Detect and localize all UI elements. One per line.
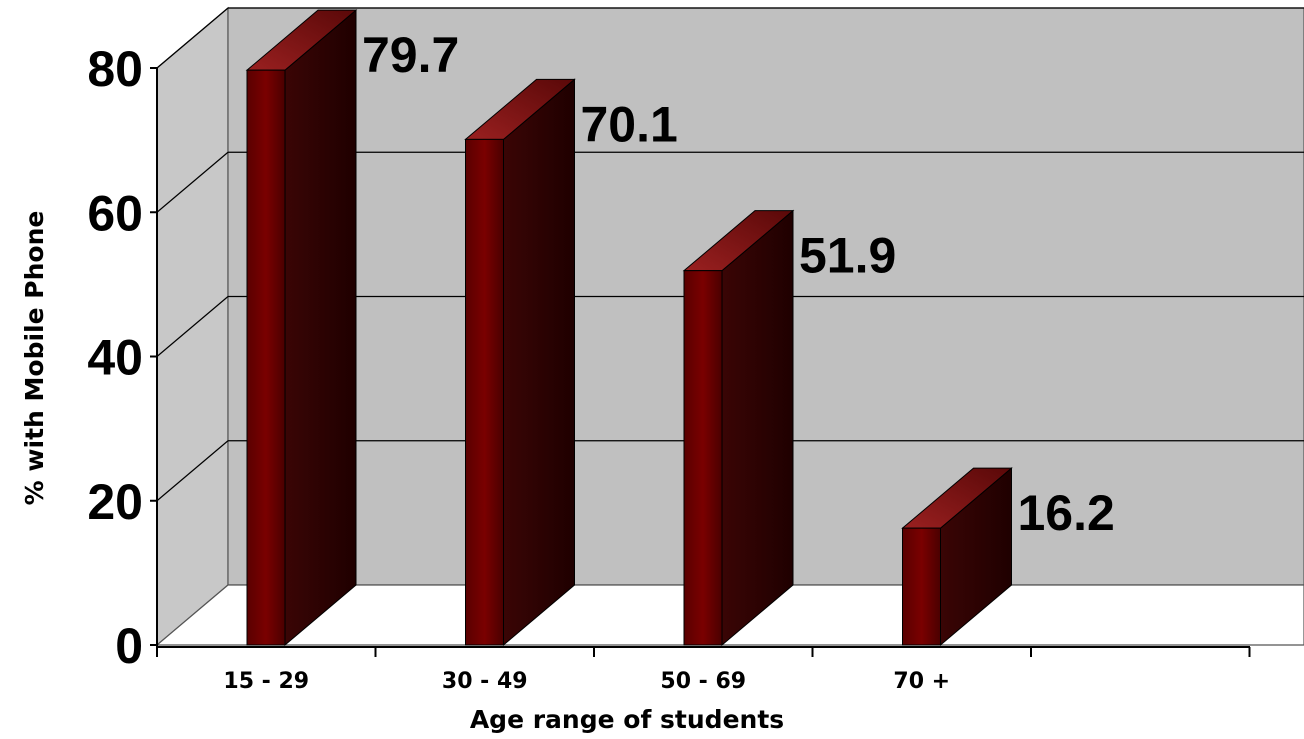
y-axis-label: % with Mobile Phone (20, 211, 49, 506)
x-ticks: 15 - 29 30 - 49 50 - 69 70 + (156, 647, 1251, 694)
bar-front (246, 69, 286, 646)
y-tick-label: 40 (87, 330, 143, 386)
bar-15-29: 79.7 (245, 9, 459, 647)
x-axis-label: Age range of students (470, 705, 784, 734)
y-tick-label: 60 (87, 185, 143, 241)
bar-50-69: 51.9 (682, 209, 896, 647)
data-label: 70.1 (581, 96, 678, 152)
bars: 79.7 70.1 51.9 16.2 (245, 9, 1115, 647)
bar-side (721, 209, 794, 647)
bar-front (683, 270, 723, 646)
gridline-side (156, 7, 229, 69)
bar-70-: 16.2 (901, 467, 1115, 647)
x-tick-label: 15 - 29 (223, 669, 309, 694)
data-label: 51.9 (799, 228, 896, 284)
gridline-side (156, 296, 229, 357)
data-label: 16.2 (1018, 485, 1115, 541)
gridline-side (156, 151, 229, 213)
y-tick-label: 0 (115, 618, 143, 674)
bar-30-49: 70.1 (464, 78, 678, 647)
bar-side (503, 78, 575, 647)
x-tick-label: 30 - 49 (442, 669, 528, 694)
bar-side (284, 9, 357, 647)
x-tick-label: 50 - 69 (660, 669, 746, 694)
y-tick-label: 20 (87, 474, 143, 530)
y-tick-label: 80 (87, 41, 143, 97)
x-tick-label: 70 + (893, 669, 950, 694)
gridline-side (156, 440, 229, 502)
data-label: 79.7 (362, 27, 459, 83)
y-ticks: 0 20 40 60 80 (87, 41, 157, 674)
bar-front (902, 527, 941, 646)
bar-front (465, 138, 504, 646)
